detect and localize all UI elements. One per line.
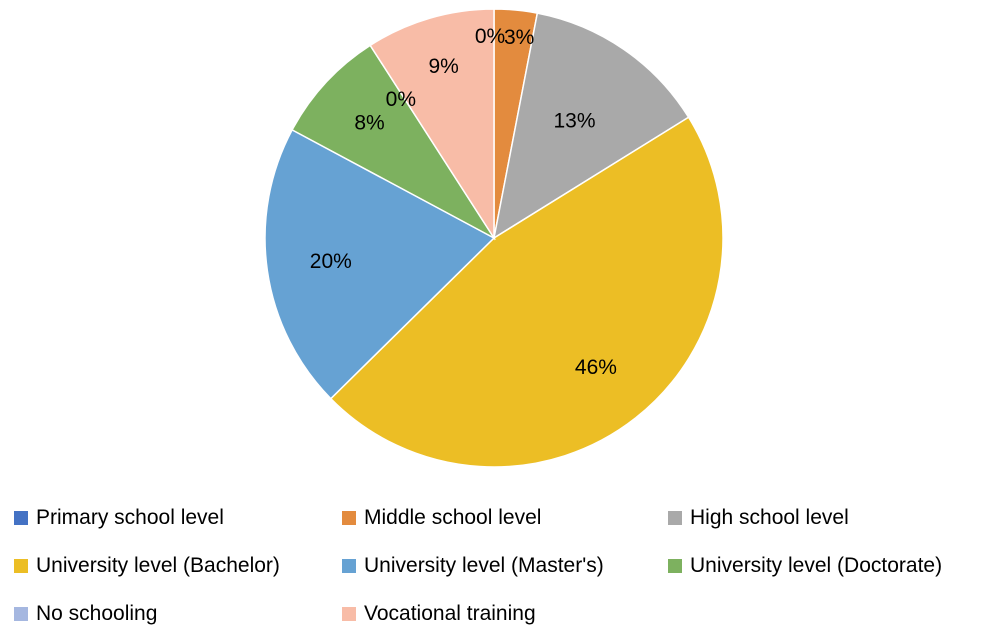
legend-item-high-school-level: High school level — [668, 503, 849, 533]
legend-swatch — [342, 559, 356, 573]
pie-slice-university-level-bachelor — [329, 116, 724, 468]
legend-label: University level (Bachelor) — [36, 554, 280, 577]
pie-slice-high-school-level — [492, 12, 690, 240]
pie-slice-university-level-master-s — [264, 128, 496, 400]
legend-swatch — [342, 607, 356, 621]
legend-label: High school level — [690, 506, 849, 529]
legend-label: Primary school level — [36, 506, 224, 529]
data-label-university-level-bachelor: 46% — [575, 356, 617, 379]
legend-item-university-level-bachelor: University level (Bachelor) — [14, 551, 280, 581]
legend-label: Middle school level — [364, 506, 542, 529]
legend-swatch — [342, 511, 356, 525]
legend-label: University level (Doctorate) — [690, 554, 943, 577]
pie-slices — [264, 8, 724, 468]
legend-swatch — [668, 559, 682, 573]
legend-swatch — [14, 511, 28, 525]
legend-swatch — [668, 511, 682, 525]
data-label-high-school-level: 13% — [553, 110, 595, 133]
legend-item-vocational-training: Vocational training — [342, 599, 536, 629]
data-label-middle-school-level: 3% — [504, 26, 534, 49]
legend-item-university-level-doctorate: University level (Doctorate) — [668, 551, 942, 581]
data-label-primary-school-level: 0% — [475, 25, 505, 48]
legend-item-no-schooling: No schooling — [14, 599, 157, 629]
data-label-university-level-master-s: 20% — [310, 250, 352, 273]
legend-item-middle-school-level: Middle school level — [342, 503, 541, 533]
legend-label: Vocational training — [364, 602, 536, 625]
legend-swatch — [14, 559, 28, 573]
data-label-no-schooling: 0% — [386, 88, 416, 111]
data-label-vocational-training: 9% — [428, 55, 458, 78]
legend-swatch — [14, 607, 28, 621]
legend-label: No schooling — [36, 602, 158, 625]
legend-item-university-level-master-s: University level (Master's) — [342, 551, 604, 581]
legend-label: University level (Master's) — [364, 554, 604, 577]
pie-plot-area: 0%3%13%46%20%8%0%9% — [264, 8, 724, 468]
pie-slice-vocational-training — [369, 8, 495, 241]
pie-slice-university-level-doctorate — [291, 44, 497, 241]
pie-data-labels: 0%3%13%46%20%8%0%9% — [310, 25, 617, 379]
legend-item-primary-school-level: Primary school level — [14, 503, 224, 533]
data-label-university-level-doctorate: 8% — [354, 112, 384, 135]
